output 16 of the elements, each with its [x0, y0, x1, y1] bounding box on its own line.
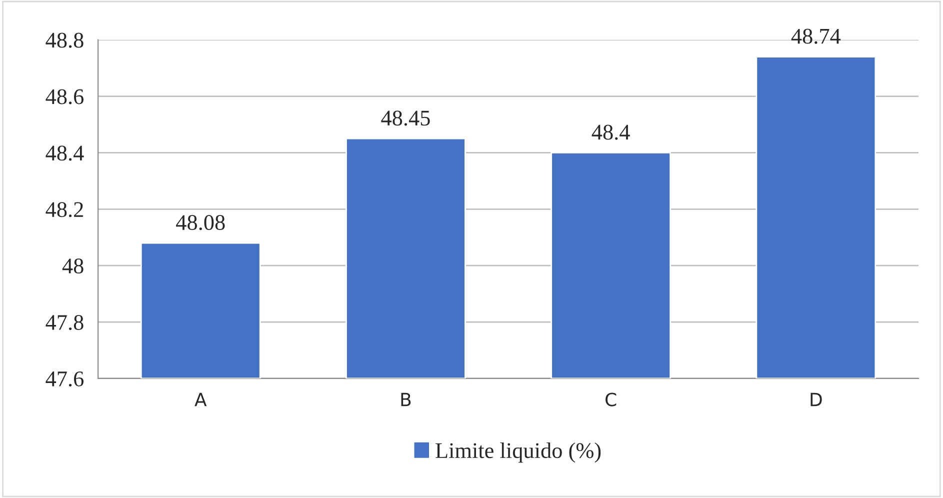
y-tick-label: 47.8	[46, 314, 84, 330]
legend-label: Limite liquido (%)	[436, 442, 601, 463]
y-tick-label: 47.6	[46, 371, 84, 387]
data-label: 48.08	[176, 215, 225, 230]
data-label: 48.45	[381, 110, 430, 126]
y-tick-label: 48.8	[46, 32, 84, 48]
x-tick-label: D	[810, 392, 822, 406]
x-tick-label: B	[401, 392, 411, 406]
y-tick-label: 48	[62, 258, 84, 274]
x-tick-label: C	[606, 392, 616, 406]
x-tick-label: A	[194, 392, 207, 406]
y-tick-label: 48.4	[46, 146, 84, 161]
data-label: 48.4	[592, 124, 630, 140]
y-tick-label: 48.6	[46, 89, 84, 104]
y-tick-label: 48.2	[46, 202, 83, 218]
data-label: 48.74	[791, 28, 841, 44]
